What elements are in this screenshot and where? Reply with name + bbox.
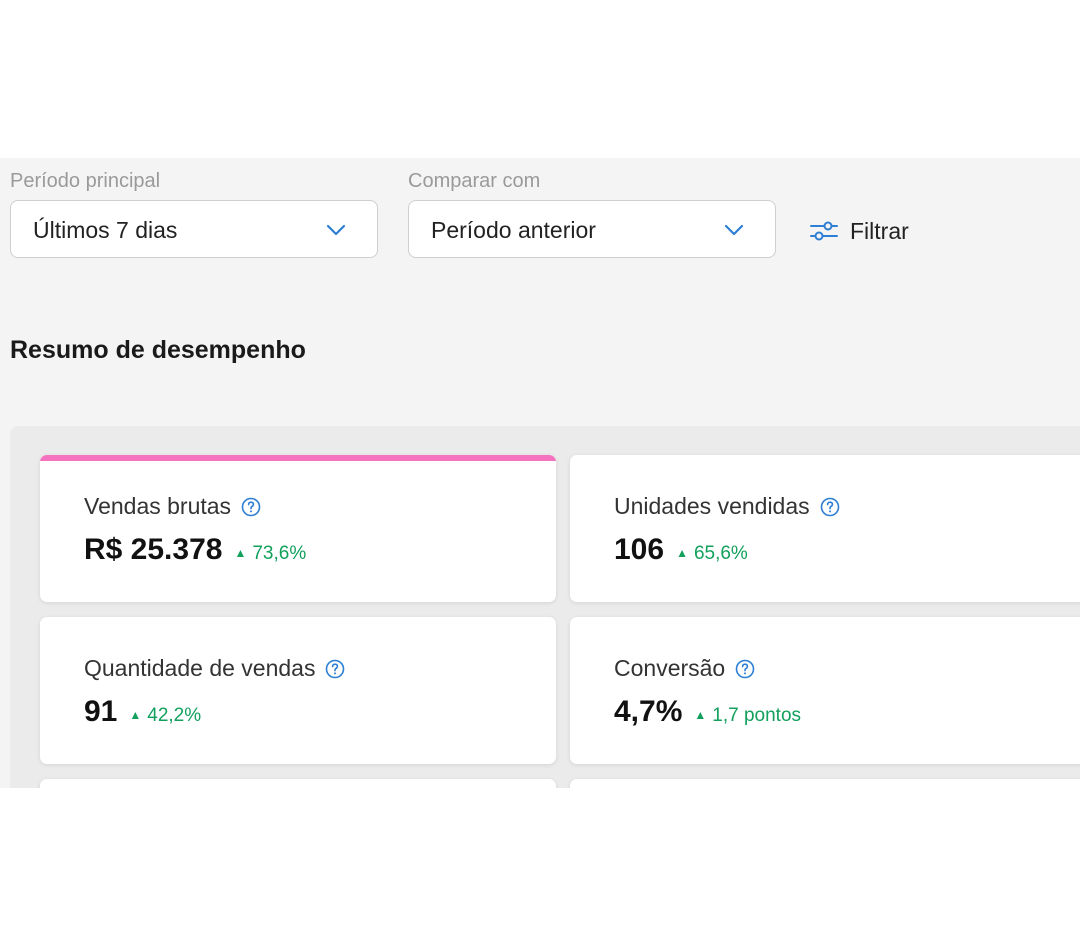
- compare-label: Comparar com: [408, 170, 541, 192]
- metric-value-row: 91 ▲ 42,2%: [84, 695, 201, 729]
- app-container: Período principal Últimos 7 dias Compara…: [0, 158, 1080, 788]
- filter-button-label: Filtrar: [850, 217, 909, 244]
- metric-card-title: Vendas brutas: [84, 493, 261, 520]
- metric-delta: ▲ 73,6%: [234, 543, 306, 565]
- triangle-up-icon: ▲: [129, 708, 142, 722]
- metric-card-gross-sales[interactable]: Vendas brutas R$ 25.378 ▲ 73,6%: [40, 455, 556, 602]
- metric-value: 106: [614, 533, 665, 566]
- metric-card-title: Conversão: [614, 655, 755, 682]
- metric-card-title: Quantidade de vendas: [84, 655, 345, 682]
- metric-delta: ▲ 42,2%: [129, 705, 201, 727]
- triangle-up-icon: ▲: [234, 546, 247, 560]
- metric-delta-text: 1,7 pontos: [712, 705, 802, 726]
- metric-card-units-sold[interactable]: Unidades vendidas 106 ▲ 65,6%: [570, 455, 1080, 602]
- question-circle-icon[interactable]: [820, 497, 840, 517]
- chevron-down-icon: [326, 224, 346, 236]
- metric-card-conversion[interactable]: Conversão 4,7% ▲ 1,7 pontos: [570, 617, 1080, 764]
- main-period-value: Últimos 7 dias: [33, 217, 178, 243]
- metric-title-text: Quantidade de vendas: [84, 655, 316, 681]
- metric-delta: ▲ 65,6%: [676, 543, 748, 565]
- metric-value: 91: [84, 695, 118, 728]
- compare-select[interactable]: Período anterior: [408, 200, 776, 258]
- metric-title-text: Unidades vendidas: [614, 493, 810, 519]
- main-period-select[interactable]: Últimos 7 dias: [10, 200, 378, 258]
- chevron-down-icon: [724, 224, 744, 236]
- metric-card-title: Unidades vendidas: [614, 493, 840, 520]
- compare-value: Período anterior: [431, 217, 596, 243]
- metric-value-row: 106 ▲ 65,6%: [614, 533, 748, 567]
- triangle-up-icon: ▲: [694, 708, 707, 722]
- question-circle-icon[interactable]: [735, 659, 755, 679]
- filter-button[interactable]: Filtrar: [808, 214, 909, 248]
- section-title: Resumo de desempenho: [10, 336, 306, 364]
- metric-card-sales-count[interactable]: Quantidade de vendas 91 ▲ 42,2%: [40, 617, 556, 764]
- metric-value-row: R$ 25.378 ▲ 73,6%: [84, 533, 306, 567]
- metric-delta-text: 42,2%: [147, 705, 202, 726]
- question-circle-icon[interactable]: [325, 659, 345, 679]
- sliders-icon: [810, 221, 838, 241]
- metric-card-partial[interactable]: [40, 779, 556, 788]
- metric-delta-text: 73,6%: [252, 543, 307, 564]
- main-period-label: Período principal: [10, 170, 161, 192]
- triangle-up-icon: ▲: [676, 546, 688, 560]
- metric-title-text: Conversão: [614, 655, 726, 681]
- metric-value-row: 4,7% ▲ 1,7 pontos: [614, 695, 801, 729]
- metric-delta-text: 65,6%: [693, 543, 748, 564]
- metric-value: 4,7%: [614, 695, 683, 728]
- metric-delta: ▲ 1,7 pontos: [694, 705, 801, 727]
- metric-card-partial[interactable]: [570, 779, 1080, 788]
- metric-value: R$ 25.378: [84, 533, 223, 566]
- metrics-panel: Vendas brutas R$ 25.378 ▲ 73,6% Unidades…: [10, 426, 1080, 788]
- question-circle-icon[interactable]: [241, 497, 261, 517]
- metric-title-text: Vendas brutas: [84, 493, 232, 519]
